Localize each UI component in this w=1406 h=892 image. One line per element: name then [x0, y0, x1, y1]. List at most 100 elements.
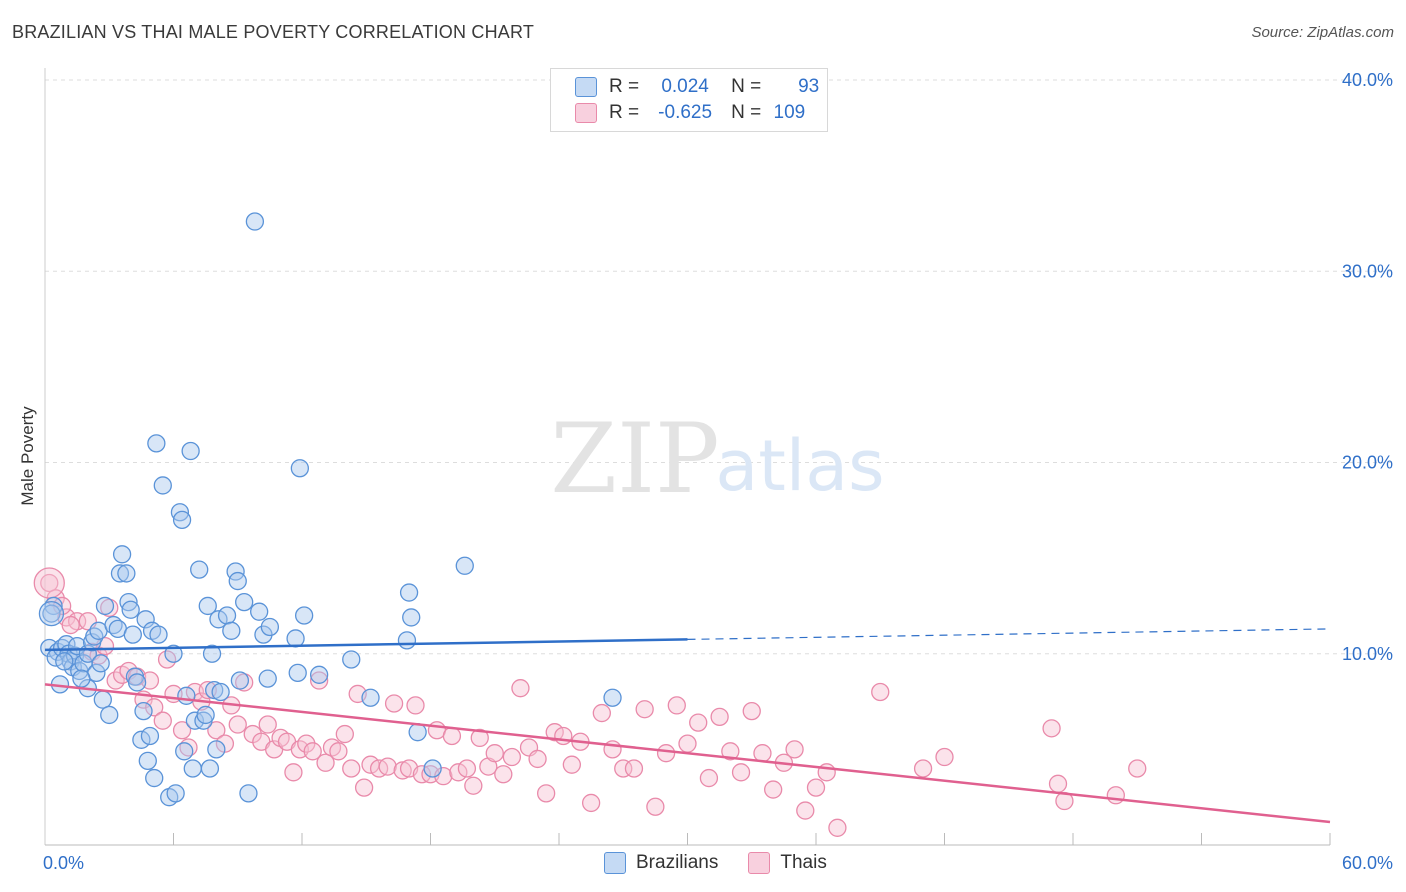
x-tick-label: 0.0% [43, 853, 84, 873]
thai-point [378, 757, 397, 776]
brazilian-point [100, 705, 119, 725]
brazilian-point [145, 768, 164, 788]
y-tick-label: 20.0% [1342, 453, 1393, 473]
legend-label: Brazilians [636, 852, 719, 873]
brazilians-points [38, 212, 622, 807]
thai-point [145, 698, 164, 717]
thai-point [656, 744, 676, 763]
thai-point [329, 742, 348, 761]
brazilian-point [342, 650, 361, 669]
brazilian-point [177, 686, 196, 705]
brazilian-point [399, 583, 419, 602]
brazilian-point [258, 669, 277, 688]
thais-trend-line [44, 683, 1331, 824]
legend-item-brazilians[interactable]: Brazilians [604, 852, 718, 874]
thais-points [33, 567, 1147, 837]
brazilian-point [164, 644, 183, 663]
brazilian-point [127, 673, 147, 692]
legend-item-thais[interactable]: Thais [748, 852, 827, 874]
thai-point [528, 749, 547, 769]
thai-point [710, 707, 729, 727]
thai-point [342, 759, 361, 778]
y-tick-label: 30.0% [1342, 261, 1393, 281]
brazilian-point [408, 723, 427, 742]
brazilian-point [149, 625, 168, 644]
n-value: 93 [798, 76, 820, 97]
brazilian-point [181, 441, 200, 461]
thai-point [309, 671, 329, 690]
series-legend: Brazilians Thais [604, 852, 857, 874]
thai-point [667, 696, 686, 715]
thai-point [442, 726, 462, 746]
thai-point [393, 761, 412, 780]
brazilian-point [290, 459, 310, 478]
thai-point [935, 747, 954, 767]
brazilian-point [361, 688, 380, 707]
trend-lines [44, 628, 1331, 824]
thai-point [457, 759, 477, 778]
blue-swatch-icon [604, 852, 626, 874]
brazilian-point [38, 600, 65, 627]
watermark-atlas: atlas [715, 425, 884, 507]
pink-swatch-icon [575, 103, 597, 123]
brazilians-trend-extension [687, 628, 1331, 641]
thai-point [1128, 759, 1147, 778]
brazilian-point [228, 571, 247, 591]
thai-point [731, 763, 751, 782]
thai-point [449, 763, 468, 782]
brazilian-point [95, 596, 115, 616]
n-value: 109 [773, 102, 806, 123]
brazilian-point [286, 629, 305, 648]
thai-point [721, 742, 740, 761]
n-label: N = [731, 76, 762, 97]
legend-row-thais: R = -0.625 N = 109 [575, 101, 805, 125]
thai-point [764, 780, 783, 799]
axes [44, 68, 1331, 846]
thai-point [624, 759, 644, 778]
brazilian-point [140, 726, 160, 746]
brazilian-point [190, 560, 209, 579]
brazilian-point [175, 742, 194, 761]
thai-point [913, 759, 933, 778]
thai-point [335, 724, 354, 744]
brazilian-point [603, 688, 622, 707]
brazilian-point [117, 564, 136, 583]
brazilian-point [245, 212, 265, 231]
thai-point [1106, 786, 1125, 805]
brazilian-point [207, 740, 226, 759]
legend-row-brazilians: R = 0.024 N = 93 [575, 75, 819, 99]
thai-point [581, 793, 601, 813]
thai-point [1048, 774, 1068, 793]
blue-swatch-icon [575, 77, 597, 97]
thai-point [1042, 719, 1061, 738]
brazilian-point [40, 638, 59, 658]
brazilians-trend-line [44, 638, 688, 652]
thai-point [753, 744, 772, 763]
brazilian-point [211, 682, 230, 702]
brazilian-point [402, 608, 421, 627]
brazilian-point [91, 654, 110, 673]
brazilian-point [121, 600, 140, 619]
brazilian-point [166, 784, 185, 803]
thai-point [828, 818, 847, 837]
tick-labels: 10.0% 20.0% 30.0% 40.0% 0.0% 60.0% [43, 70, 1393, 873]
legend-label: Thais [780, 852, 827, 873]
thai-point [646, 797, 665, 816]
brazilian-point [455, 556, 474, 575]
thai-point [554, 726, 573, 746]
brazilian-point [230, 671, 250, 690]
n-label: N = [731, 102, 762, 123]
brazilian-point [123, 625, 142, 644]
thai-point [494, 765, 513, 784]
thai-point [470, 728, 489, 748]
thai-point [545, 723, 564, 742]
thai-point [806, 778, 826, 797]
thai-point [303, 742, 322, 761]
correlation-legend: R = 0.024 N = 93 R = -0.625 N = 109 [550, 68, 828, 132]
brazilian-point [200, 759, 220, 778]
chart-title: BRAZILIAN VS THAI MALE POVERTY CORRELATI… [12, 22, 535, 42]
brazilian-point [183, 759, 202, 778]
brazilian-point [136, 610, 155, 629]
y-tick-label: 10.0% [1342, 644, 1393, 664]
